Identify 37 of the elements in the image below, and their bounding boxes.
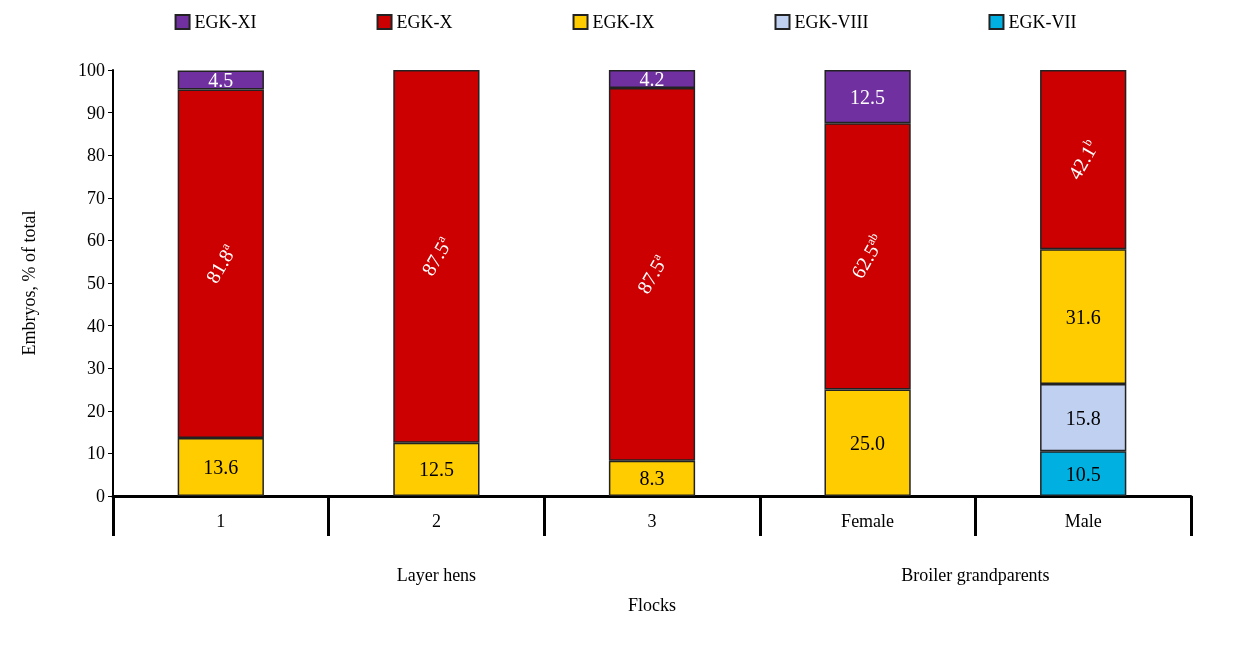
x-axis-title: Flocks (627, 595, 677, 615)
y-tick-label: 80 (87, 145, 105, 166)
y-tick-label: 40 (87, 315, 105, 336)
data-label: 4.2 (639, 67, 665, 90)
text: Broiler grandparents (901, 565, 1050, 585)
y-axis-title: Embryos, % of total (19, 210, 39, 356)
y-tick-label: 60 (87, 230, 105, 251)
data-label: 4.5 (208, 69, 234, 92)
data-label: 12.5 (850, 85, 886, 108)
data-label: 8.3 (639, 467, 665, 490)
data-label: 25.0 (850, 431, 886, 454)
x-tick-label: Male (1064, 511, 1102, 531)
legend-label: EGK-X (396, 12, 453, 32)
y-tick-label: 100 (78, 60, 105, 80)
legend-label: EGK-IX (592, 12, 655, 32)
data-label: 15.8 (1065, 406, 1101, 429)
y-tick-label: 70 (87, 187, 105, 208)
text: Layer hens (396, 565, 477, 585)
data-label: 12.5 (418, 458, 454, 481)
legend-label: EGK-XI (194, 12, 257, 32)
y-tick-label: 0 (96, 486, 105, 506)
x-tick-label: Female (841, 511, 895, 531)
x-tick-label: 3 (647, 511, 657, 531)
data-label: 87.5a (416, 232, 454, 280)
legend-label: EGK-VIII (794, 12, 869, 32)
legend-label: EGK-VII (1008, 12, 1077, 32)
y-tick-label: 90 (87, 102, 105, 123)
data-label: 87.5a (632, 250, 669, 298)
data-label: 10.5 (1065, 462, 1101, 485)
data-label: 31.6 (1065, 305, 1101, 328)
data-label: 13.6 (203, 456, 239, 479)
y-tick-label: 10 (87, 443, 105, 464)
y-tick-label: 50 (87, 273, 105, 293)
x-tick-label: 1 (216, 511, 226, 531)
y-tick-label: 30 (87, 358, 105, 379)
y-tick-label: 20 (87, 400, 105, 421)
x-tick-label: 2 (431, 511, 441, 531)
